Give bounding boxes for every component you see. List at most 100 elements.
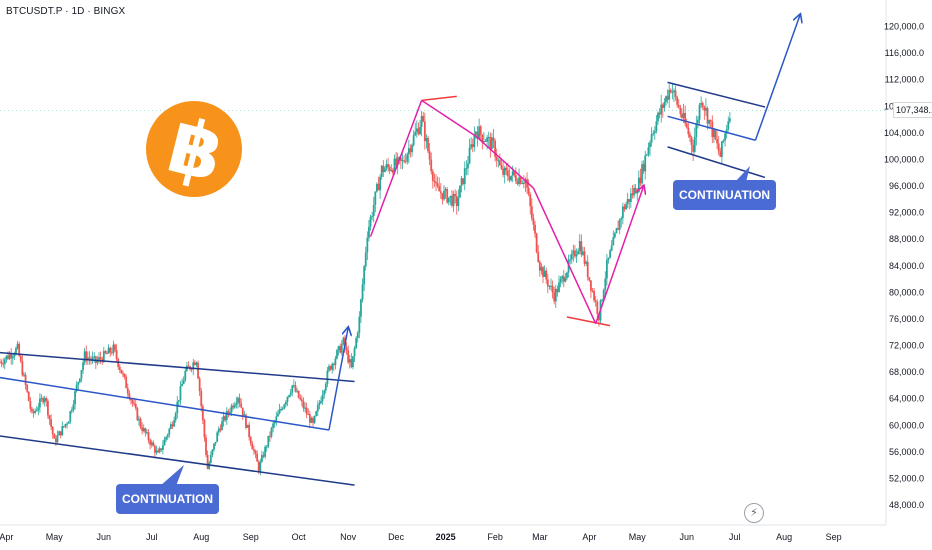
candle-body bbox=[353, 348, 356, 357]
candle-body bbox=[94, 356, 97, 363]
candle-body bbox=[232, 405, 235, 408]
candle-body bbox=[358, 316, 361, 333]
candle-body bbox=[11, 356, 14, 359]
candle-body bbox=[604, 278, 607, 290]
candle-body bbox=[267, 435, 270, 447]
time-tick-label: Aug bbox=[776, 532, 792, 542]
flag-upper-line bbox=[667, 81, 766, 108]
candle-body bbox=[411, 144, 413, 153]
candle-body bbox=[585, 261, 588, 264]
candle-body bbox=[681, 113, 683, 118]
candle-body bbox=[62, 426, 65, 428]
drawings-layer bbox=[0, 15, 886, 486]
time-tick-label: Aug bbox=[193, 532, 209, 542]
candle-body bbox=[50, 419, 53, 427]
candle-body bbox=[631, 193, 634, 196]
candle-body bbox=[345, 347, 348, 351]
time-tick-label: Dec bbox=[388, 532, 405, 542]
breakout-arrow bbox=[328, 328, 348, 431]
candle-body bbox=[676, 96, 679, 105]
time-tick-label: May bbox=[629, 532, 647, 542]
candle-body bbox=[692, 145, 695, 152]
candle-body bbox=[379, 176, 382, 191]
candle-body bbox=[165, 437, 167, 440]
candle-body bbox=[304, 407, 306, 409]
lightning-icon[interactable]: ⚡ bbox=[744, 503, 764, 523]
time-tick-label: Jun bbox=[679, 532, 694, 542]
candle-body bbox=[213, 443, 215, 450]
candle-body bbox=[478, 126, 481, 139]
candle-body bbox=[626, 199, 629, 205]
candle-body bbox=[115, 350, 118, 359]
candle-body bbox=[564, 278, 567, 282]
candle-body bbox=[558, 282, 560, 293]
candle-body bbox=[414, 131, 417, 136]
price-tick-label: 64,000.0 bbox=[889, 394, 924, 404]
candle-body bbox=[219, 428, 222, 431]
candle-body bbox=[713, 129, 715, 138]
candle-body bbox=[398, 157, 401, 159]
candle-body bbox=[307, 413, 310, 415]
candle-body bbox=[406, 154, 409, 162]
candle-body bbox=[376, 183, 378, 192]
candle-body bbox=[37, 407, 40, 411]
candle-body bbox=[328, 366, 330, 371]
candle-body bbox=[201, 406, 204, 420]
candle-body bbox=[162, 445, 164, 450]
price-tick-label: 100,000.0 bbox=[884, 154, 924, 164]
candle-body bbox=[709, 119, 712, 122]
continuation-callout-left: CONTINUATION bbox=[116, 484, 220, 514]
candle-body bbox=[468, 147, 471, 164]
candle-body bbox=[144, 428, 147, 433]
candle-body bbox=[430, 159, 433, 172]
candle-body bbox=[708, 119, 711, 124]
candle-body bbox=[661, 104, 664, 108]
candle-body bbox=[700, 102, 703, 105]
candle-body bbox=[118, 366, 121, 370]
candle-body bbox=[205, 437, 207, 455]
candle-body bbox=[588, 277, 591, 281]
candle-body bbox=[130, 398, 132, 401]
candle-body bbox=[24, 374, 27, 385]
time-tick-label: Feb bbox=[487, 532, 503, 542]
zigzag-segment bbox=[475, 135, 534, 189]
candle-body bbox=[163, 439, 166, 446]
candle-body bbox=[106, 353, 108, 355]
candle-body bbox=[449, 195, 452, 198]
candle-body bbox=[272, 423, 275, 428]
candle-body bbox=[690, 137, 693, 146]
candle-body bbox=[342, 337, 345, 345]
candle-body bbox=[596, 301, 599, 314]
top-peak-line bbox=[421, 95, 457, 102]
candle-body bbox=[305, 407, 308, 414]
candle-body bbox=[253, 449, 255, 452]
candle-body bbox=[467, 163, 469, 169]
candle-body bbox=[583, 251, 586, 264]
candle-body bbox=[237, 397, 239, 403]
candle-body bbox=[146, 432, 148, 434]
candle-body bbox=[374, 191, 377, 205]
candles-layer bbox=[0, 82, 731, 476]
candle-body bbox=[211, 449, 214, 455]
candle-body bbox=[657, 112, 659, 122]
time-tick-label: Sep bbox=[826, 532, 842, 542]
price-tick-label: 60,000.0 bbox=[889, 420, 924, 430]
candle-body bbox=[621, 206, 624, 219]
time-tick-label: Sep bbox=[243, 532, 259, 542]
candle-body bbox=[628, 199, 631, 202]
candle-body bbox=[225, 411, 228, 420]
time-axis[interactable]: Apr May Jun Jul Aug Sep Oct Nov Dec 2025 Feb Mar Apr… bbox=[0, 532, 842, 542]
candle-body bbox=[473, 134, 476, 148]
candle-body bbox=[288, 395, 290, 397]
candle-body bbox=[198, 378, 201, 392]
candle-body bbox=[728, 118, 731, 122]
candle-body bbox=[668, 89, 671, 100]
candle-body bbox=[577, 250, 580, 255]
candle-body bbox=[269, 435, 271, 437]
candle-body bbox=[447, 197, 450, 203]
candle-body bbox=[326, 370, 329, 384]
symbol-label[interactable]: BTCUSDT.P · 1D · BINGX bbox=[6, 6, 126, 17]
price-axis[interactable]: 48,000.0 52,000.0 56,000.0 60,000.0 64,000.0… bbox=[884, 22, 924, 510]
candle-body bbox=[556, 288, 559, 293]
